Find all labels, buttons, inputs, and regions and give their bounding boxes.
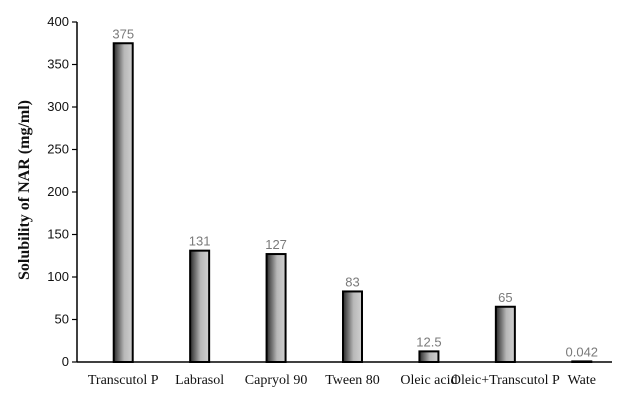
data-label: 375 [112,26,134,41]
y-tick-label: 400 [47,14,69,29]
y-axis-label: Solubility of NAR (mg/ml) [16,100,33,280]
category-label: Oleic acid [400,373,457,388]
y-tick-label: 200 [47,184,69,199]
bar [189,249,211,363]
bar [418,350,440,363]
bar [494,305,516,363]
y-tick-label: 350 [47,57,69,72]
data-label: 0.042 [566,344,599,359]
bars [112,42,593,364]
y-tick-label: 50 [55,312,69,327]
category-label: Transcutol P [88,373,159,388]
y-tick-label: 250 [47,142,69,157]
bar [342,290,363,364]
category-label: Tween 80 [325,373,380,388]
category-label: Labrasol [175,373,224,388]
labels: 375 Transcutol P 131 Labrasol 127 Capryol 90 8… [88,26,598,388]
y-tick-label: 300 [47,99,69,114]
bar [112,42,134,363]
data-label: 12.5 [416,334,441,349]
category-label: Oleic+Transcutol P [451,373,560,388]
category-label: Wate [568,373,596,388]
data-label: 131 [189,234,211,249]
category-label: Capryol 90 [245,373,308,388]
data-label: 83 [345,274,359,289]
data-label: 65 [498,290,512,305]
data-label: 127 [265,237,287,252]
bar [571,360,593,363]
y-tick-label: 100 [47,269,69,284]
bar [265,253,287,363]
y-tick-label: 150 [47,227,69,242]
axes: 0 50 100 150 200 250 300 350 400 [47,14,612,369]
y-tick-label: 0 [62,354,69,369]
